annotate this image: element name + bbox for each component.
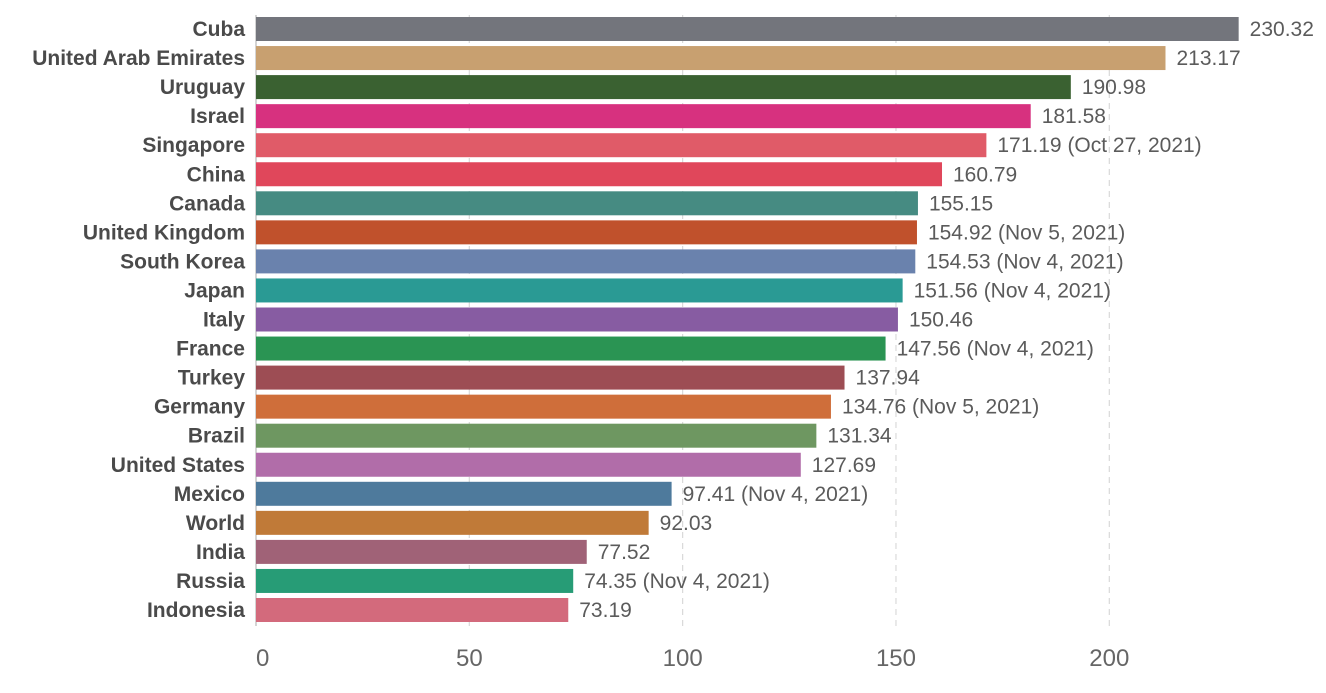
value-label-japan: 151.56 (Nov 4, 2021)	[914, 279, 1111, 302]
category-label-united-arab-emirates: United Arab Emirates	[32, 47, 245, 70]
category-label-uruguay: Uruguay	[160, 76, 246, 99]
category-label-italy: Italy	[203, 309, 245, 332]
value-label-united-arab-emirates: 213.17	[1176, 47, 1240, 70]
value-label-indonesia: 73.19	[579, 599, 632, 622]
category-label-india: India	[196, 541, 245, 564]
value-label-united-states: 127.69	[812, 454, 876, 477]
bar-france	[256, 336, 886, 361]
category-label-singapore: Singapore	[142, 134, 245, 157]
value-label-israel: 181.58	[1042, 105, 1106, 128]
labels: Cuba 230.32 United Arab Emirates 213.17 Urug…	[32, 18, 1314, 622]
category-label-mexico: Mexico	[174, 483, 245, 506]
value-label-italy: 150.46	[909, 309, 973, 332]
bar-singapore	[256, 133, 987, 158]
value-label-united-kingdom: 154.92 (Nov 5, 2021)	[928, 221, 1125, 244]
value-label-russia: 74.35 (Nov 4, 2021)	[584, 570, 770, 593]
value-label-brazil: 131.34	[827, 425, 892, 448]
value-label-turkey: 137.94	[856, 367, 921, 390]
bar-cuba	[256, 17, 1239, 41]
bar-israel	[256, 104, 1031, 129]
value-label-world: 92.03	[660, 512, 713, 535]
category-label-brazil: Brazil	[188, 425, 245, 448]
category-label-canada: Canada	[169, 192, 245, 215]
category-label-china: China	[187, 163, 246, 186]
value-label-cuba: 230.32	[1250, 18, 1314, 41]
category-label-indonesia: Indonesia	[147, 599, 245, 622]
x-tick-label: 50	[456, 645, 483, 672]
value-label-uruguay: 190.98	[1082, 76, 1146, 99]
value-label-france: 147.56 (Nov 4, 2021)	[897, 338, 1094, 361]
category-label-russia: Russia	[176, 570, 245, 593]
bar-china	[256, 162, 943, 187]
value-label-india: 77.52	[598, 541, 651, 564]
bar-south-korea	[256, 249, 916, 274]
bar-world	[256, 510, 649, 535]
category-label-united-states: United States	[111, 454, 245, 477]
bar-united-states	[256, 452, 801, 477]
category-label-united-kingdom: United Kingdom	[83, 221, 245, 244]
category-label-world: World	[186, 512, 245, 535]
value-label-singapore: 171.19 (Oct 27, 2021)	[997, 134, 1201, 157]
x-tick-label: 0	[256, 645, 269, 672]
category-label-germany: Germany	[154, 396, 245, 419]
category-label-japan: Japan	[184, 279, 245, 302]
value-label-china: 160.79	[953, 163, 1017, 186]
bar-italy	[256, 307, 898, 332]
bar-uruguay	[256, 75, 1071, 100]
bar-indonesia	[256, 598, 569, 622]
value-label-south-korea: 154.53 (Nov 4, 2021)	[926, 250, 1123, 273]
bar-turkey	[256, 365, 845, 390]
x-tick-label: 100	[663, 645, 703, 672]
bar-russia	[256, 568, 574, 593]
bars	[256, 17, 1239, 622]
x-axis: 0 50 100 150 200	[256, 645, 1129, 672]
value-label-germany: 134.76 (Nov 5, 2021)	[842, 396, 1039, 419]
value-label-mexico: 97.41 (Nov 4, 2021)	[683, 483, 869, 506]
bar-brazil	[256, 423, 817, 448]
category-label-france: France	[176, 338, 245, 361]
category-label-israel: Israel	[190, 105, 245, 128]
bar-united-kingdom	[256, 220, 917, 245]
category-label-turkey: Turkey	[178, 367, 246, 390]
category-label-cuba: Cuba	[193, 18, 246, 41]
bar-india	[256, 539, 587, 564]
bar-japan	[256, 278, 903, 303]
bar-germany	[256, 394, 831, 419]
x-tick-label: 200	[1089, 645, 1129, 672]
x-tick-label: 150	[876, 645, 916, 672]
bar-mexico	[256, 481, 672, 506]
bar-united-arab-emirates	[256, 46, 1166, 71]
bar-canada	[256, 191, 918, 216]
category-label-south-korea: South Korea	[120, 250, 245, 273]
value-label-canada: 155.15	[929, 192, 993, 215]
